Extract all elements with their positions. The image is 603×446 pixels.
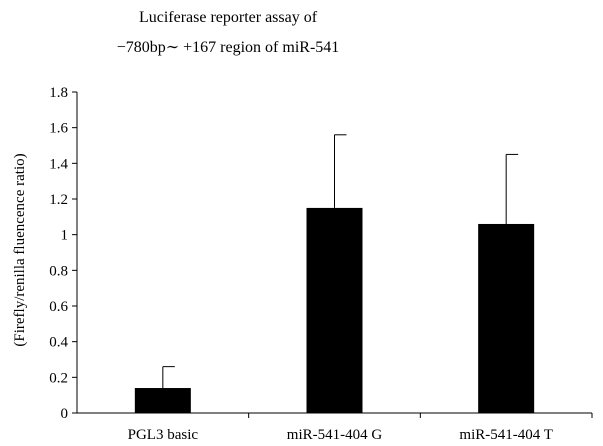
y-tick-label: 0.2	[49, 370, 68, 386]
error-bars-layer	[162, 134, 519, 389]
y-tick-label: 0.4	[49, 335, 68, 351]
y-tick-label: 1.6	[49, 121, 68, 137]
category-label: miR-541-404 G	[287, 427, 383, 443]
y-tick-label: 0	[61, 406, 69, 422]
y-axis-label: (Firefly/renilla fluencence ratio)	[12, 153, 28, 346]
y-tick-label: 1	[61, 228, 69, 244]
bars-layer	[134, 207, 535, 413]
chart-title-line-2: −780bp∼ +167 region of miR-541	[117, 39, 340, 56]
y-tick-label: 0.6	[49, 299, 68, 315]
category-label: miR-541-404 T	[459, 427, 552, 443]
category-labels-layer: PGL3 basic miR-541-404 G miR-541-404 T	[128, 413, 593, 443]
y-ticks-layer: 0 0.2 0.4 0.6 0.8 1 1.2 1.4 1.6 1.8	[49, 85, 77, 422]
chart-title-line-1: Luciferase reporter assay of	[139, 9, 318, 26]
axes-layer	[76, 92, 592, 414]
y-tick-label: 0.8	[49, 263, 68, 279]
y-tick-label: 1.4	[49, 156, 68, 172]
y-tick-label: 1.2	[49, 192, 68, 208]
bar	[478, 223, 535, 413]
bar	[134, 388, 191, 413]
bar	[306, 207, 363, 413]
y-tick-label: 1.8	[49, 85, 68, 101]
category-label: PGL3 basic	[128, 427, 199, 443]
